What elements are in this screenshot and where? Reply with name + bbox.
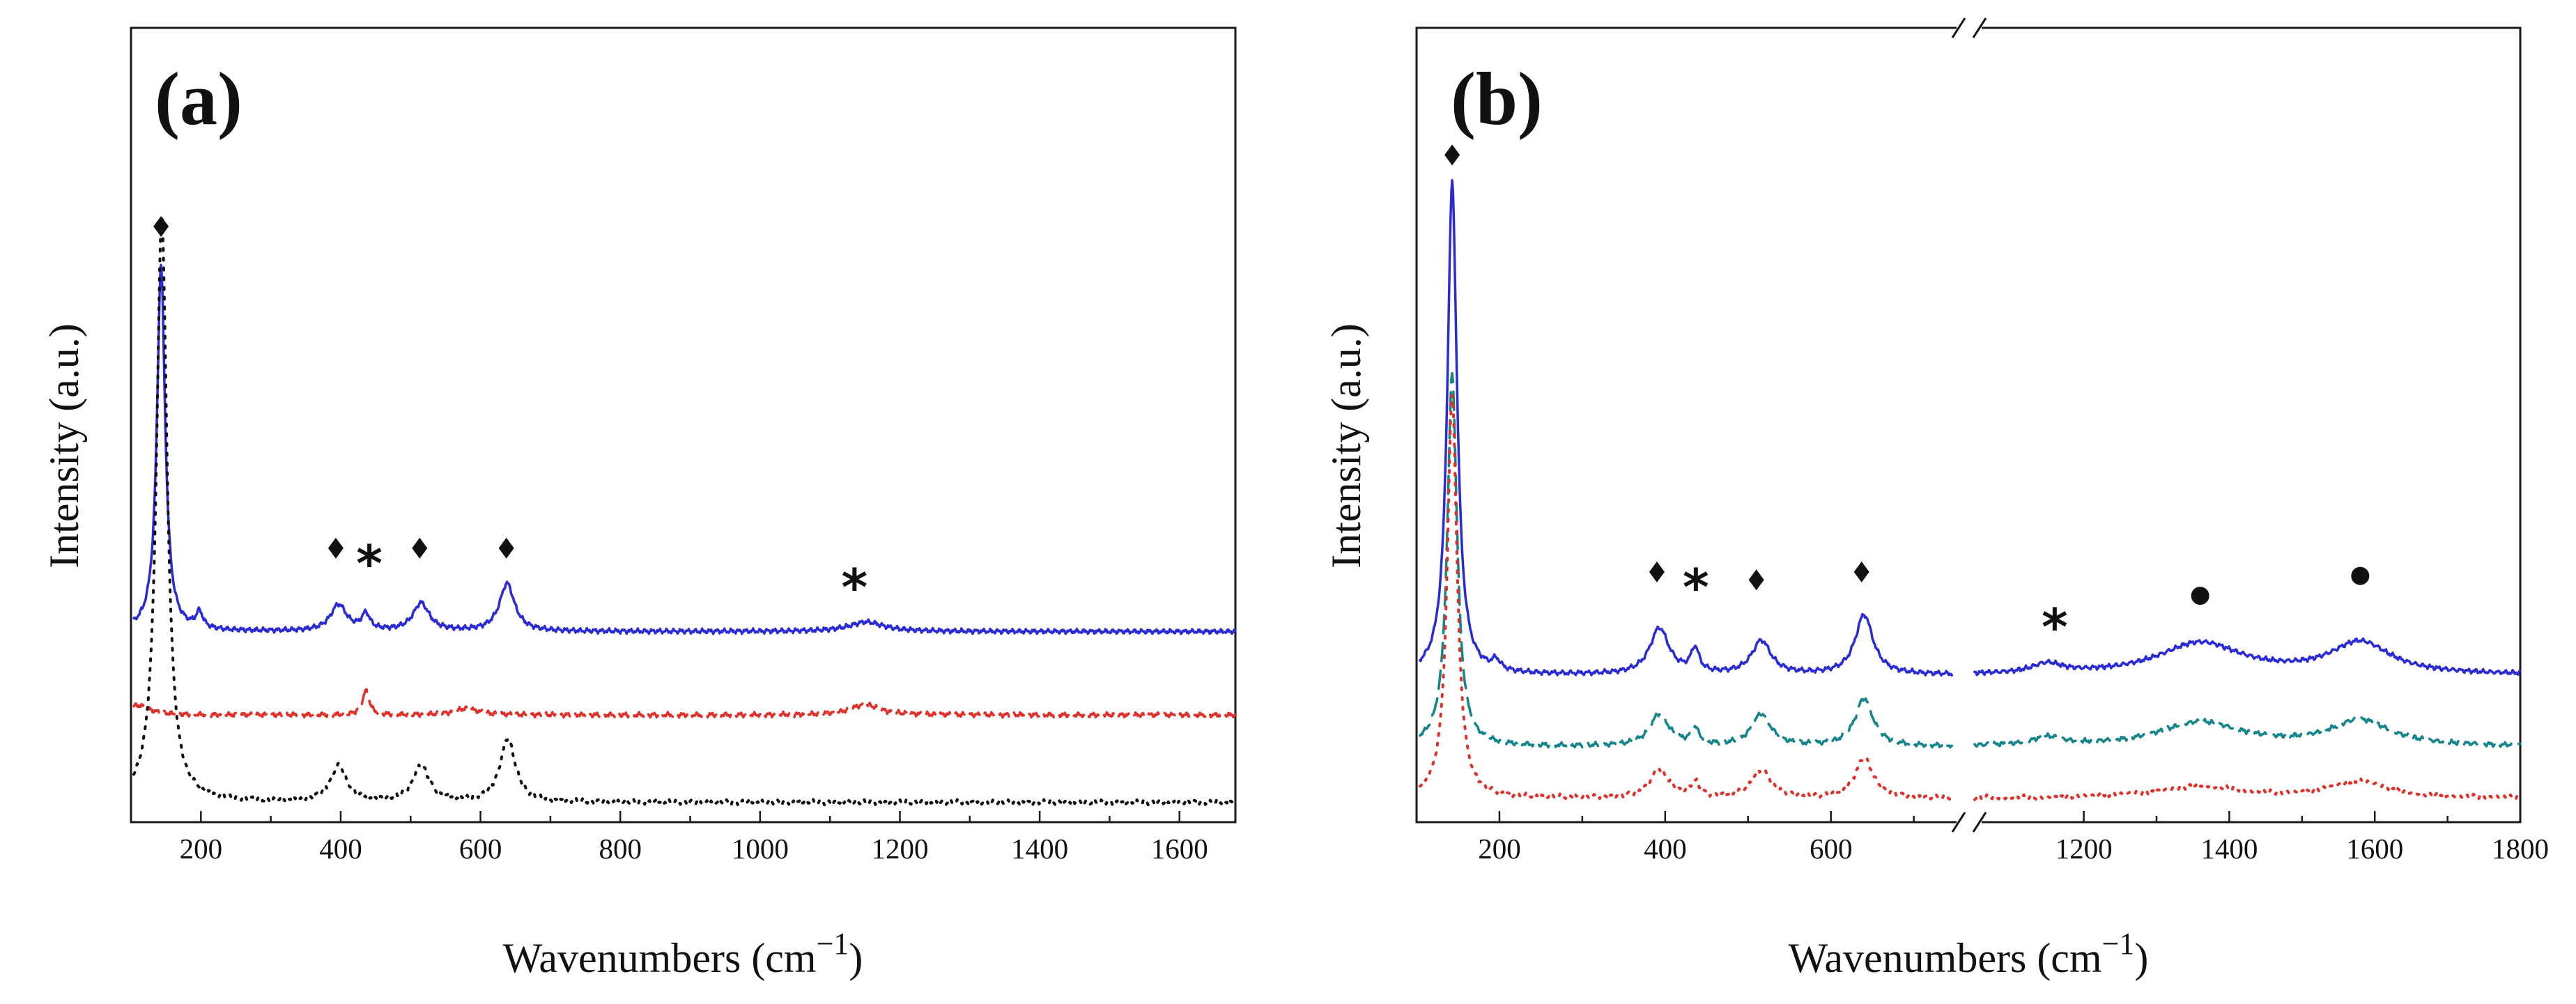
- panel-b-x-ticks: 200 400 600 1200 1400 1600 1800: [1478, 811, 2549, 865]
- panel-b-x-tick-label: 400: [1644, 833, 1687, 865]
- panel-b-frame: [1415, 26, 2522, 824]
- axis-break-gap: [1957, 818, 1982, 826]
- axis-break-gap: [1957, 24, 1982, 32]
- axis-break-mark: [1972, 17, 1987, 38]
- panel-a-x-ticks: 200 400 600 800 1000 1200 1400 1600: [180, 811, 1208, 865]
- panel-a-x-tick-label: 1600: [1151, 833, 1208, 865]
- panel-a: (a) 200 400 600 800 1000 1200 1400 1600 * * Inte…: [41, 26, 1237, 981]
- panel-a-x-label-exponent: −1: [817, 927, 849, 961]
- panel-b-axis-break: [1951, 17, 1987, 833]
- panel-a-x-tick-label: 400: [319, 833, 362, 865]
- panel-a-diamond-marker: [498, 537, 514, 559]
- panel-b-x-label-text: Wavenumbers (cm: [1789, 935, 2102, 981]
- panel-a-diamond-marker: [412, 537, 428, 559]
- panel-b-series: [1418, 178, 2522, 801]
- panel-b: (b) 200 400 600 1200 1400 1600 1800 ** Intensi…: [1323, 17, 2549, 981]
- panel-b-annotations: **: [1444, 144, 2370, 656]
- panel-a-star-marker: *: [356, 534, 383, 593]
- panel-b-star-marker: *: [2042, 598, 2068, 656]
- axis-break-mark: [1951, 812, 1966, 833]
- panel-b-x-tick-label: 1800: [2492, 833, 2549, 865]
- panel-b-circle-marker: [2351, 566, 2370, 585]
- panel-a-x-tick-label: 800: [599, 833, 642, 865]
- panel-b-x-tick-label: 200: [1478, 833, 1521, 865]
- panel-b-series-line-3: [1418, 393, 2522, 801]
- panel-a-x-axis-label: Wavenumbers (cm−1): [503, 927, 863, 981]
- panel-a-y-axis-label: Intensity (a.u.): [41, 323, 87, 569]
- panel-b-x-label-close: ): [2134, 935, 2148, 981]
- panel-a-x-label-close: ): [849, 935, 863, 981]
- panel-a-frame: [130, 26, 1237, 824]
- panel-b-series-line-1: [1419, 178, 2522, 677]
- panel-b-diamond-marker: [1853, 561, 1869, 582]
- axis-break-mark: [1972, 812, 1987, 833]
- axis-break-mark: [1951, 17, 1966, 38]
- panel-b-x-tick-label: 1400: [2200, 833, 2258, 865]
- panel-a-series-line-2: [132, 688, 1237, 719]
- panel-a-series-line-3: [132, 214, 1237, 807]
- panel-a-diamond-marker: [327, 537, 344, 559]
- panel-a-star-marker: *: [841, 558, 867, 617]
- panel-a-annotations: * *: [153, 216, 867, 617]
- panel-a-x-tick-label: 200: [180, 833, 223, 865]
- panel-b-x-tick-label: 600: [1810, 833, 1853, 865]
- panel-b-diamond-marker: [1748, 569, 1764, 591]
- panel-b-circle-marker: [2191, 587, 2209, 605]
- panel-a-label: (a): [155, 58, 242, 141]
- panel-b-series-line-2: [1419, 371, 2522, 749]
- panel-a-x-tick-label: 1000: [732, 833, 789, 865]
- panel-b-x-axis-label: Wavenumbers (cm−1): [1789, 927, 2149, 981]
- panel-b-x-tick-label: 1200: [2056, 833, 2113, 865]
- panel-a-x-label-text: Wavenumbers (cm: [503, 935, 817, 981]
- panel-a-series: [132, 214, 1237, 807]
- panel-b-y-axis-label: Intensity (a.u.): [1323, 323, 1369, 569]
- panel-b-diamond-marker: [1444, 144, 1460, 166]
- panel-a-x-tick-label: 600: [459, 833, 502, 865]
- panel-a-series-line-1: [132, 263, 1237, 635]
- panel-b-x-label-exponent: −1: [2102, 927, 2135, 961]
- panel-a-x-tick-label: 1400: [1011, 833, 1068, 865]
- panel-b-diamond-marker: [1649, 561, 1665, 582]
- panel-a-x-tick-label: 1200: [871, 833, 928, 865]
- panel-b-star-marker: *: [1683, 558, 1709, 617]
- panel-a-diamond-marker: [153, 216, 169, 237]
- panel-b-x-tick-label: 1600: [2346, 833, 2403, 865]
- panel-b-label: (b): [1451, 58, 1543, 141]
